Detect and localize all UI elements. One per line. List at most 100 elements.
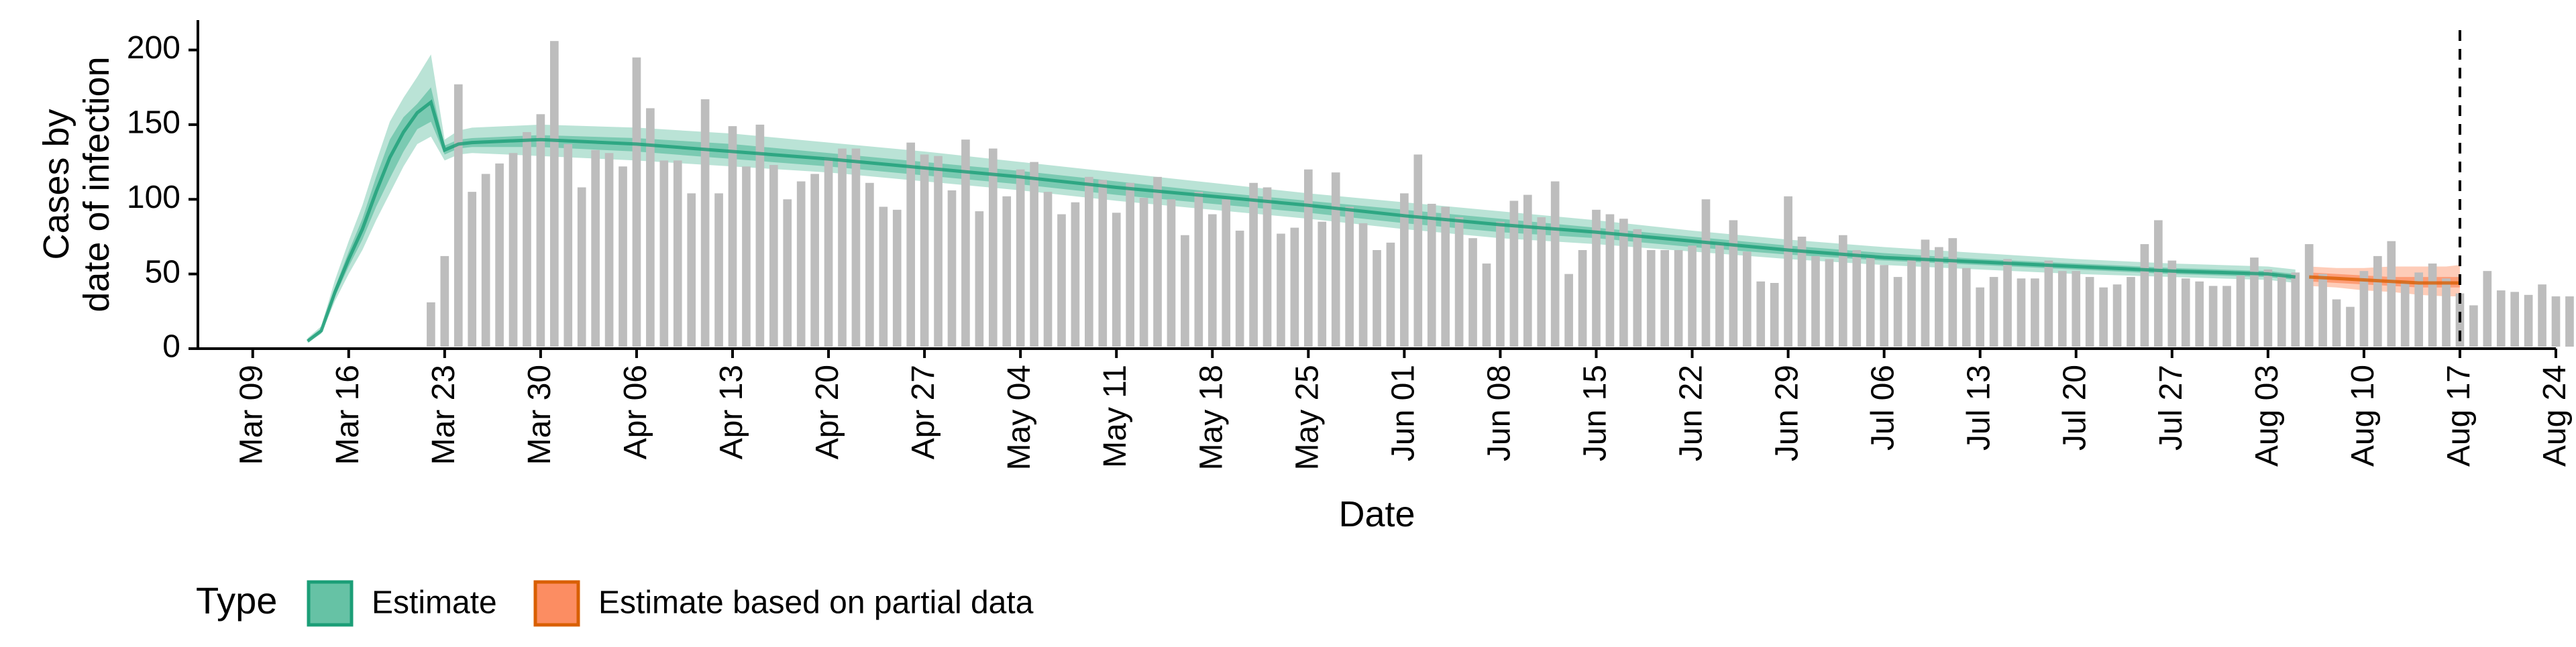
x-tick-label: Jul 13 <box>1962 365 1997 451</box>
case-bar <box>1784 196 1792 347</box>
x-tick-label: Jun 22 <box>1674 365 1709 461</box>
case-bar <box>1358 223 1368 347</box>
case-bar <box>508 153 518 347</box>
case-bar <box>1633 229 1642 347</box>
case-bar <box>742 166 751 347</box>
case-bar <box>714 193 723 347</box>
case-bar <box>1194 192 1203 347</box>
case-bar <box>1016 169 1025 347</box>
case-bar <box>1976 287 1985 347</box>
y-axis-title: Cases bydate of infection <box>36 56 117 312</box>
case-bar <box>1386 242 1395 347</box>
case-bar <box>1866 257 1875 347</box>
case-bar <box>1688 245 1697 347</box>
case-bar <box>1318 221 1327 347</box>
case-bar <box>1537 217 1546 347</box>
case-bar <box>1797 236 1807 347</box>
median-lines <box>306 99 2460 343</box>
case-bar <box>1811 255 1820 347</box>
case-bar <box>2469 305 2478 347</box>
legend-item: Estimate based on partial data <box>533 580 1034 627</box>
case-bar <box>1235 231 1244 347</box>
y-axis-title-line: date of infection <box>76 56 117 312</box>
case-bar <box>619 166 627 347</box>
case-bar <box>838 148 847 347</box>
legend: Type Estimate Estimate based on partial d… <box>196 579 1034 627</box>
x-tick-label: Jul 20 <box>2057 365 2093 451</box>
case-bar <box>687 193 696 347</box>
case-bar <box>2551 296 2561 347</box>
x-tick-label: Mar 30 <box>522 365 557 465</box>
x-axis-title: Date <box>1338 494 1415 534</box>
case-bar <box>1112 213 1121 347</box>
case-bar <box>2277 274 2286 347</box>
case-bar <box>2263 269 2273 347</box>
case-bar <box>2167 260 2177 347</box>
case-bar <box>2428 263 2437 347</box>
case-bar <box>2236 275 2245 347</box>
case-bar <box>1057 214 1066 347</box>
x-tick-label: May 18 <box>1193 365 1229 470</box>
case-bar <box>564 143 573 347</box>
y-tick-label: 100 <box>127 180 180 215</box>
case-bar <box>947 190 957 347</box>
x-tick-label: Jun 15 <box>1577 365 1613 461</box>
case-bar <box>2057 271 2067 347</box>
case-bar <box>1373 250 1381 347</box>
x-tick-label: Apr 27 <box>906 365 941 459</box>
case-bar <box>2222 286 2231 347</box>
case-bar <box>2072 271 2081 347</box>
case-bar <box>632 57 641 347</box>
case-bar <box>1852 250 1862 347</box>
case-bar <box>2510 292 2520 347</box>
case-bar <box>2400 281 2410 347</box>
x-tick-label: Mar 23 <box>426 365 462 465</box>
case-bar <box>1454 217 1464 347</box>
case-bar <box>2112 284 2122 347</box>
case-bar <box>1468 238 1477 347</box>
case-bar <box>1482 263 1491 347</box>
x-axis-ticks: Mar 09 Mar 16 Mar 23 Mar 30 Apr 06 Apr 13 Apr … <box>234 349 2573 470</box>
case-bar <box>796 181 806 347</box>
uncertainty-bands <box>307 54 2460 343</box>
case-bar <box>440 255 449 347</box>
case-bar <box>755 124 765 347</box>
partial-estimate-median-line <box>2309 275 2460 285</box>
case-bar <box>1646 250 1656 347</box>
case-bar <box>1043 192 1053 347</box>
case-bar <box>1592 209 1601 347</box>
legend-swatch <box>533 580 580 627</box>
case-bar <box>550 41 559 347</box>
case-bar <box>1578 250 1587 347</box>
case-bar <box>427 302 435 347</box>
case-bar <box>1921 239 1930 347</box>
x-tick-label: Jul 06 <box>1866 365 1901 451</box>
case-bar <box>1098 180 1108 347</box>
case-bar <box>728 126 737 347</box>
case-bar <box>824 157 833 347</box>
case-bar <box>1989 277 1998 347</box>
case-bar <box>1263 187 1272 347</box>
case-bar <box>1605 214 1615 347</box>
case-bar <box>2414 272 2423 347</box>
case-bar <box>2140 244 2149 347</box>
case-bar <box>1126 182 1134 347</box>
case-bar <box>1427 203 1436 347</box>
case-bar <box>2250 257 2259 347</box>
x-tick-label: May 25 <box>1289 365 1325 470</box>
x-tick-label: Apr 06 <box>618 365 653 459</box>
x-tick-label: May 11 <box>1097 365 1133 468</box>
case-bar <box>975 211 984 347</box>
y-axis-ticks: 0 50 100 150 200 <box>127 30 198 365</box>
x-tick-label: Mar 16 <box>330 365 366 465</box>
case-bar <box>1277 233 1285 347</box>
axes <box>197 20 2556 350</box>
case-bar <box>1496 221 1505 347</box>
case-bar <box>659 160 669 347</box>
case-bar <box>1619 219 1628 347</box>
x-tick-label: Aug 24 <box>2537 365 2573 467</box>
case-bar <box>1742 251 1752 347</box>
case-bar <box>1962 268 1971 347</box>
y-tick-label: 150 <box>127 105 180 141</box>
case-bar <box>1825 259 1834 347</box>
